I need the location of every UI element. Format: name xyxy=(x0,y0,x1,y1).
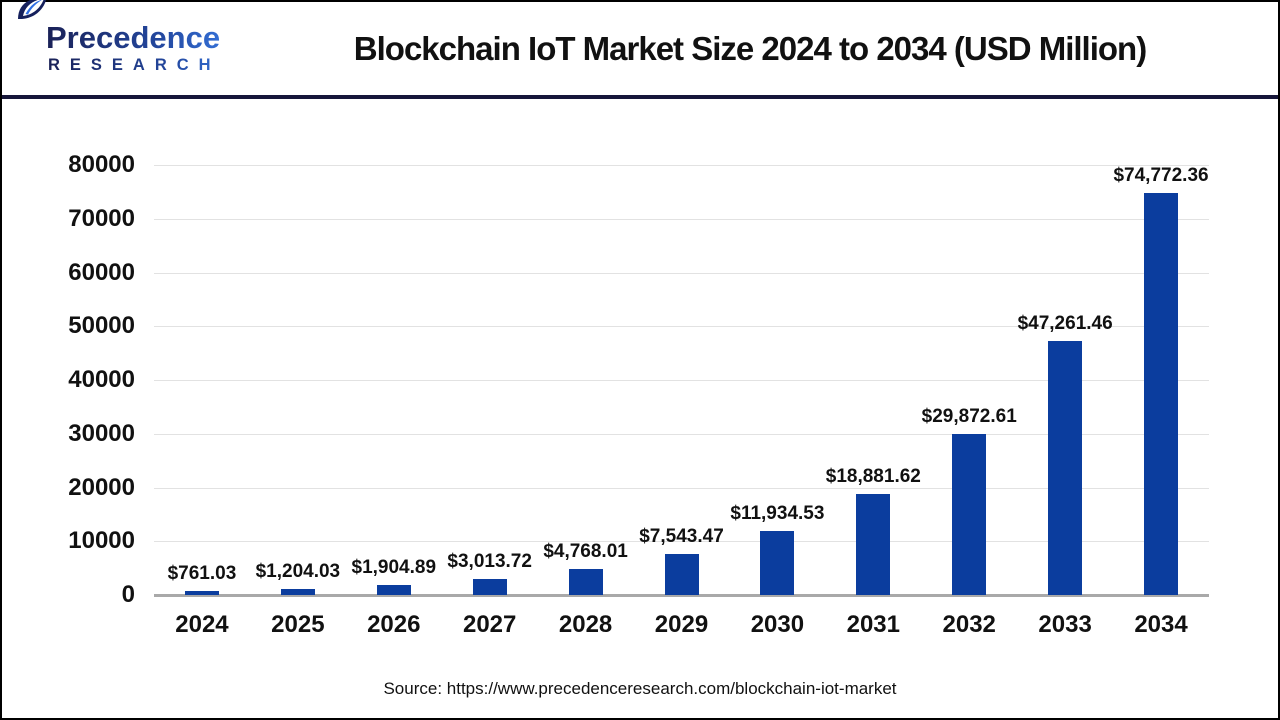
bar-2033 xyxy=(1048,340,1083,595)
footer: Source: https://www.precedenceresearch.c… xyxy=(2,659,1278,718)
bar-value-label-2028: $4,768.01 xyxy=(543,541,628,563)
y-tick-label: 40000 xyxy=(68,366,135,393)
header: Precedence RESEARCH Blockchain IoT Marke… xyxy=(2,0,1278,99)
y-tick-label: 0 xyxy=(121,581,135,608)
leaf-icon xyxy=(16,0,50,33)
y-tick-label: 70000 xyxy=(68,204,135,232)
gridline xyxy=(154,272,1209,274)
bar-2030 xyxy=(760,530,795,595)
x-tick-label-2029: 2029 xyxy=(654,611,709,638)
bar-2032 xyxy=(952,434,987,595)
bar-value-label-2033: $47,261.46 xyxy=(1017,312,1113,334)
bar-2026 xyxy=(376,584,411,595)
gridline xyxy=(154,433,1209,435)
source-text: Source: https://www.precedenceresearch.c… xyxy=(383,679,897,698)
bar-value-label-2032: $29,872.61 xyxy=(921,406,1017,428)
y-tick-label: 30000 xyxy=(68,419,135,447)
y-tick-label: 10000 xyxy=(68,527,135,555)
bar-value-label-2025: $1,204.03 xyxy=(255,560,341,582)
bar-value-label-2034: $74,772.36 xyxy=(1113,165,1209,187)
x-tick-label-2033: 2033 xyxy=(1038,611,1092,638)
bar-value-label-2026: $1,904.89 xyxy=(351,556,437,578)
bar-2028 xyxy=(568,569,603,595)
x-tick-label-2026: 2026 xyxy=(367,611,421,638)
bar-2024 xyxy=(184,590,219,595)
precedence-research-logo: Precedence RESEARCH xyxy=(2,0,252,75)
x-tick-label-2024: 2024 xyxy=(175,611,229,638)
bar-2034 xyxy=(1144,193,1179,595)
x-tick-label-2032: 2032 xyxy=(942,611,996,638)
gridline xyxy=(154,165,1209,166)
chart-title: Blockchain IoT Market Size 2024 to 2034 … xyxy=(353,29,1147,67)
bar-2027 xyxy=(472,578,507,595)
bar-chart: 0 10000 20000 30000 40000 50000 60000 70000 8000… xyxy=(2,99,1278,659)
x-tick-label-2030: 2030 xyxy=(750,611,805,638)
logo-subtitle: RESEARCH xyxy=(48,56,252,75)
y-tick-label: 60000 xyxy=(68,258,135,286)
gridline xyxy=(154,487,1209,489)
bar-value-label-2031: $18,881.62 xyxy=(825,465,921,487)
bar-2025 xyxy=(280,588,315,595)
bar-value-label-2024: $761.03 xyxy=(167,562,237,584)
x-tick-label-2034: 2034 xyxy=(1134,611,1188,638)
bar-2031 xyxy=(856,493,891,595)
x-axis-line xyxy=(154,594,1209,597)
logo-wordmark: Precedence xyxy=(46,22,252,54)
bar-value-label-2030: $11,934.53 xyxy=(730,502,825,524)
y-tick-label: 20000 xyxy=(68,473,135,501)
x-tick-label-2028: 2028 xyxy=(558,611,613,638)
gridline xyxy=(154,541,1209,543)
gridline xyxy=(154,380,1209,381)
bar-value-label-2027: $3,013.72 xyxy=(447,550,532,572)
x-tick-label-2027: 2027 xyxy=(462,611,517,638)
gridline xyxy=(154,326,1209,328)
gridline xyxy=(154,218,1209,220)
y-tick-label: 80000 xyxy=(68,151,135,178)
bar-value-label-2029: $7,543.47 xyxy=(639,526,724,548)
bar-2029 xyxy=(664,554,699,595)
x-tick-label-2025: 2025 xyxy=(271,611,325,638)
y-tick-label: 50000 xyxy=(68,312,135,340)
x-tick-label-2031: 2031 xyxy=(846,611,900,638)
